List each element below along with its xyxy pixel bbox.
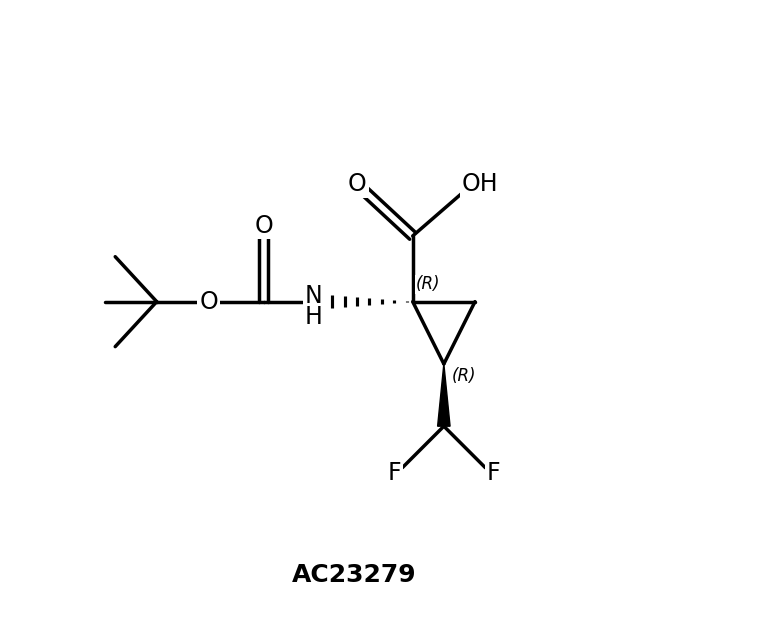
Polygon shape <box>437 364 450 426</box>
Text: AC23279: AC23279 <box>291 563 416 587</box>
Text: O: O <box>199 290 218 314</box>
Text: F: F <box>387 461 401 485</box>
Text: (R): (R) <box>452 367 476 386</box>
Text: H: H <box>305 305 322 329</box>
Text: OH: OH <box>462 172 498 196</box>
Text: O: O <box>255 213 274 237</box>
Text: F: F <box>487 461 500 485</box>
Text: N: N <box>305 284 322 308</box>
Text: O: O <box>348 172 367 196</box>
Text: (R): (R) <box>416 275 441 293</box>
